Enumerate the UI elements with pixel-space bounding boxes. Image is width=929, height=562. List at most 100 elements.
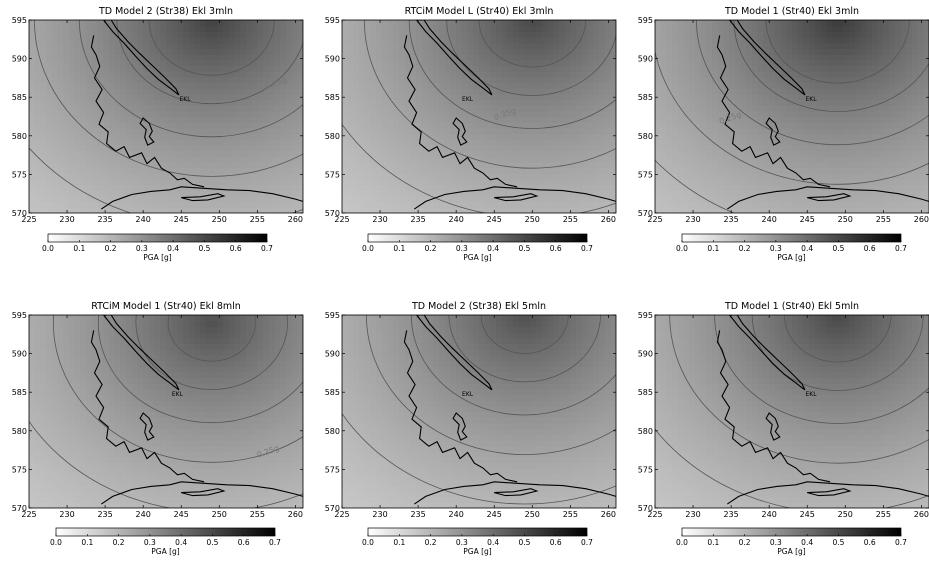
y-tick-label: 590 (325, 55, 340, 64)
y-tick-label: 575 (12, 465, 27, 474)
x-tick-label: 250 (838, 510, 853, 519)
colorbar-label: PGA [g] (777, 547, 806, 556)
y-tick-label: 595 (638, 311, 653, 320)
contours (29, 315, 303, 508)
colorbar-tick-label: 0.7 (581, 244, 593, 253)
contour-0.35 (135, 315, 288, 390)
coastline-islandA (728, 20, 806, 96)
y-tick-label: 580 (638, 132, 653, 141)
colorbar-label: PGA [g] (463, 253, 492, 262)
colorbar-tick-label: 0.1 (707, 244, 719, 253)
y-tick-label: 595 (12, 311, 27, 320)
coastline-islandC (494, 488, 539, 497)
y-tick-label: 585 (325, 388, 340, 397)
x-tick-label: 255 (250, 215, 265, 224)
contour-0.3 (410, 315, 616, 416)
y-tick-label: 585 (12, 388, 27, 397)
colorbar-tick-label: 0.3 (136, 244, 148, 253)
contour-0.4 (478, 20, 586, 68)
contour-0.25 (669, 315, 929, 464)
colorbar-tick-label: 0.2 (739, 244, 751, 253)
x-tick-label: 240 (449, 510, 464, 519)
heatmap (655, 20, 929, 213)
contour-0.35 (116, 20, 303, 105)
y-tick-label: 585 (638, 388, 653, 397)
coastline (403, 315, 616, 505)
colorbar-tick-label: 0.1 (393, 538, 405, 547)
x-tick-label: 255 (563, 510, 578, 519)
heatmap (29, 315, 303, 508)
x-tick-label: 235 (723, 510, 738, 519)
colorbar-tick-label: 0.3 (144, 538, 156, 547)
colorbar-tick-label: 0.5 (206, 538, 218, 547)
heatmap (342, 315, 616, 508)
colorbar-label: PGA [g] (463, 547, 492, 556)
coastline-islandB (139, 117, 155, 146)
colorbar (367, 233, 588, 243)
contour-0.25 (366, 315, 616, 455)
panel-5: EKL TD Model 2 (Str38) Ekl 5mln 225 230 235 2… (325, 301, 617, 556)
colorbar-tick-label: 0.0 (42, 244, 54, 253)
x-tick-label: 240 (762, 510, 777, 519)
y-tick-label: 590 (638, 350, 653, 359)
colorbar-tick-label: 0.5 (832, 244, 844, 253)
y-tick-label: 595 (325, 16, 340, 25)
y-tick-label: 570 (12, 504, 27, 513)
x-tick-label: 245 (487, 215, 502, 224)
contour-0.4 (167, 315, 256, 362)
coastline-islandB (139, 412, 155, 441)
y-tick-label: 590 (12, 55, 27, 64)
coastline-islandC (807, 193, 852, 202)
y-tick-label: 570 (638, 504, 653, 513)
x-tick-label: 260 (914, 510, 929, 519)
x-tick-label: 240 (762, 215, 777, 224)
site-label: EKL (805, 391, 817, 398)
contour-0.4 (480, 315, 569, 354)
x-tick-label: 245 (800, 215, 815, 224)
x-tick-label: 225 (334, 215, 349, 224)
y-tick-label: 575 (638, 465, 653, 474)
coastline-islandA (102, 20, 180, 96)
colorbar-tick-label: 0.3 (770, 538, 782, 547)
y-tick-label: 580 (12, 132, 27, 141)
contours (342, 20, 616, 213)
x-tick-label: 225 (334, 510, 349, 519)
colorbar (55, 527, 276, 537)
x-tick-label: 260 (914, 215, 929, 224)
contour-0.3 (696, 20, 929, 146)
coastline-mainland (100, 481, 303, 505)
colorbar-label: PGA [g] (777, 253, 806, 262)
x-tick-label: 240 (136, 510, 151, 519)
coastline-peninsula (716, 330, 831, 483)
y-tick-label: 595 (12, 16, 27, 25)
panel-title: RTCiM Model L (Str40) Ekl 3mln (405, 6, 554, 17)
contour-0.3 (78, 20, 303, 138)
coastline-islandB (765, 412, 781, 441)
y-tick-label: 570 (638, 209, 653, 218)
colorbar-tick-label: 0.4 (801, 244, 813, 253)
colorbar-tick-label: 0.7 (895, 538, 907, 547)
coastline (716, 20, 929, 210)
contour-0.25 (53, 315, 303, 463)
colorbar-tick-label: 0.4 (175, 538, 187, 547)
coastline-mainland (726, 481, 929, 505)
plot-frame (654, 314, 929, 509)
colorbar-tick-label: 0.6 (550, 538, 562, 547)
contour-0.35 (751, 315, 924, 391)
site-label: EKL (462, 391, 474, 398)
coastline-islandC (807, 488, 852, 497)
contours (29, 20, 303, 213)
colorbar-tick-label: 0.0 (362, 244, 374, 253)
x-tick-label: 225 (647, 510, 662, 519)
panel-title: TD Model 1 (Str40) Ekl 3mln (724, 6, 859, 17)
coastline-mainland (726, 186, 929, 210)
x-tick-label: 235 (97, 510, 112, 519)
y-tick-label: 580 (12, 427, 27, 436)
y-tick-label: 570 (325, 504, 340, 513)
colorbar-tick-label: 0.4 (801, 538, 813, 547)
contour-0.3 (408, 20, 616, 129)
coastline-islandB (765, 117, 781, 146)
colorbar-tick-label: 0.4 (167, 244, 179, 253)
